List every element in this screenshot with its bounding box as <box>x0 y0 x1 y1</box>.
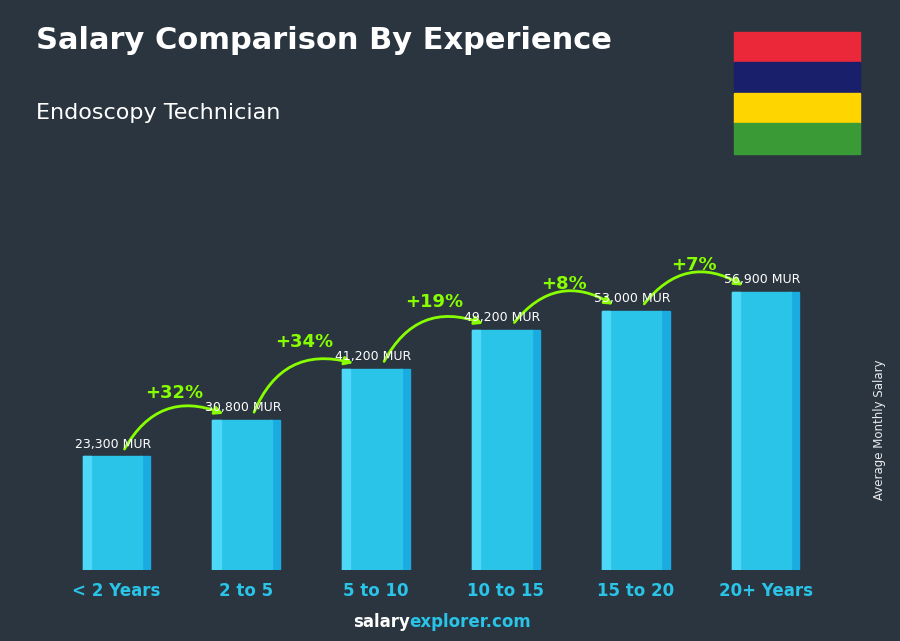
FancyArrowPatch shape <box>515 291 610 322</box>
Bar <box>660 311 670 570</box>
Text: +32%: +32% <box>146 383 203 401</box>
Bar <box>342 369 350 570</box>
Bar <box>83 456 91 570</box>
Text: Endoscopy Technician: Endoscopy Technician <box>36 103 281 122</box>
Text: +34%: +34% <box>275 333 334 351</box>
Bar <box>732 292 740 570</box>
Bar <box>270 420 280 570</box>
Bar <box>734 123 860 154</box>
Bar <box>732 292 791 570</box>
Text: 56,900 MUR: 56,900 MUR <box>724 273 800 286</box>
Text: 49,200 MUR: 49,200 MUR <box>464 311 541 324</box>
Text: Salary Comparison By Experience: Salary Comparison By Experience <box>36 26 612 54</box>
Bar <box>342 369 401 570</box>
Bar <box>789 292 799 570</box>
Bar <box>734 93 860 123</box>
Bar <box>602 311 610 570</box>
FancyArrowPatch shape <box>384 317 480 362</box>
Bar <box>140 456 150 570</box>
Text: +8%: +8% <box>541 275 587 293</box>
Bar <box>529 329 540 570</box>
Bar <box>400 369 410 570</box>
Text: 23,300 MUR: 23,300 MUR <box>75 438 151 451</box>
Text: explorer.com: explorer.com <box>410 613 531 631</box>
Text: +7%: +7% <box>671 256 716 274</box>
Bar <box>83 456 142 570</box>
FancyArrowPatch shape <box>124 406 220 449</box>
Text: 53,000 MUR: 53,000 MUR <box>594 292 670 305</box>
FancyArrowPatch shape <box>254 358 350 412</box>
Bar <box>602 311 662 570</box>
Bar <box>212 420 220 570</box>
Text: +19%: +19% <box>405 294 464 312</box>
Bar <box>212 420 272 570</box>
Bar <box>472 329 532 570</box>
Bar <box>734 63 860 93</box>
FancyArrowPatch shape <box>644 272 741 304</box>
Bar <box>734 32 860 63</box>
Bar <box>472 329 481 570</box>
Text: Average Monthly Salary: Average Monthly Salary <box>874 359 886 500</box>
Text: 30,800 MUR: 30,800 MUR <box>204 401 281 414</box>
Text: 41,200 MUR: 41,200 MUR <box>335 350 410 363</box>
Text: salary: salary <box>353 613 410 631</box>
